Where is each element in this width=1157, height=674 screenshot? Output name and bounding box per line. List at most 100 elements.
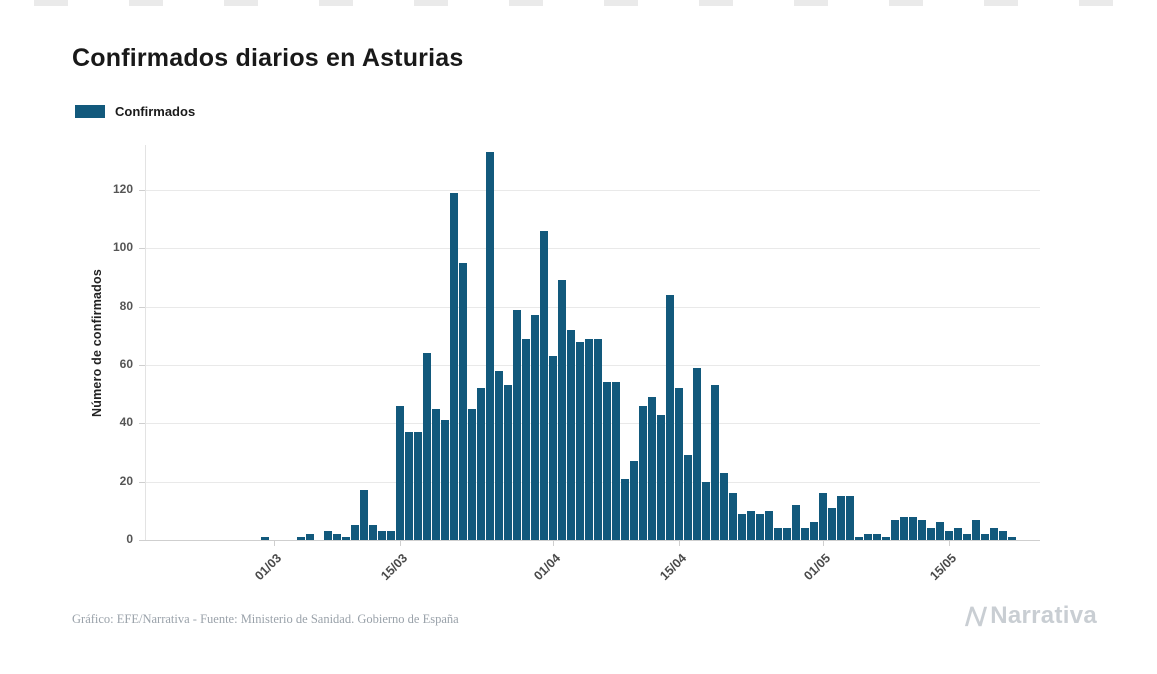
bar: [711, 385, 719, 540]
y-axis-tick: [139, 307, 145, 308]
x-axis-tick: [274, 541, 275, 546]
bar: [747, 511, 755, 540]
y-axis-tick: [139, 190, 145, 191]
y-axis-tick: [139, 423, 145, 424]
bar: [864, 534, 872, 540]
bar: [1008, 537, 1016, 540]
bar: [324, 531, 332, 540]
bar: [684, 455, 692, 540]
bar: [630, 461, 638, 540]
bar: [648, 397, 656, 540]
plot-area: 0 20 40 60 80 100 120 01/03 15/03 01/04 15/04 01/05…: [113, 145, 1040, 583]
y-axis-tick: [139, 248, 145, 249]
bar: [702, 482, 710, 540]
bar: [405, 432, 413, 540]
bar: [522, 339, 530, 540]
bar: [621, 479, 629, 540]
bar: [801, 528, 809, 540]
legend-label: Confirmados: [115, 104, 196, 119]
chart-legend: Confirmados: [75, 104, 195, 119]
bar: [513, 310, 521, 540]
bar: [639, 406, 647, 540]
bar: [423, 353, 431, 540]
bar: [981, 534, 989, 540]
y-tick-label: 80: [119, 299, 133, 313]
bar: [297, 537, 305, 540]
bar: [819, 493, 827, 540]
x-axis-tick: [400, 541, 401, 546]
x-axis-tick: [679, 541, 680, 546]
x-axis-tick: [823, 541, 824, 546]
bar: [990, 528, 998, 540]
bar: [783, 528, 791, 540]
bar: [261, 537, 269, 540]
bar: [567, 330, 575, 540]
y-axis-title-text: Número de confirmados: [90, 268, 104, 417]
bar: [945, 531, 953, 540]
bar: [738, 514, 746, 540]
bar: [972, 520, 980, 540]
bar: [459, 263, 467, 540]
bar: [954, 528, 962, 540]
bar: [891, 520, 899, 540]
chart-title: Confirmados diarios en Asturias: [72, 44, 464, 72]
y-tick-label: 20: [119, 474, 133, 488]
bar: [396, 406, 404, 540]
narrativa-logo-icon: [965, 606, 988, 627]
bar: [432, 409, 440, 540]
bar: [360, 490, 368, 540]
y-tick-label: 60: [119, 357, 133, 371]
bar: [657, 415, 665, 540]
bar: [306, 534, 314, 540]
bar: [855, 537, 863, 540]
bar: [810, 522, 818, 540]
x-axis-line: [145, 540, 1040, 541]
bar: [792, 505, 800, 540]
bar: [486, 152, 494, 540]
narrativa-logo-text: Narrativa: [990, 602, 1097, 629]
x-tick-label: 01/05: [800, 551, 833, 584]
bar: [594, 339, 602, 540]
x-tick-label: 01/04: [530, 551, 563, 584]
y-axis-tick: [139, 482, 145, 483]
x-tick-label: 15/05: [926, 551, 959, 584]
bar: [387, 531, 395, 540]
x-axis-tick: [949, 541, 950, 546]
grid-line: [145, 307, 1040, 308]
source-credit: Gráfico: EFE/Narrativa - Fuente: Ministe…: [72, 612, 459, 626]
bar: [729, 493, 737, 540]
bar: [828, 508, 836, 540]
bar: [927, 528, 935, 540]
bar: [909, 517, 917, 540]
y-tick-label: 0: [126, 532, 133, 546]
legend-swatch-confirmados: [75, 105, 105, 118]
bar: [450, 193, 458, 540]
bar: [765, 511, 773, 540]
bar: [441, 420, 449, 540]
bar: [468, 409, 476, 540]
top-edge-artifact: [34, 0, 1157, 6]
y-tick-label: 40: [119, 415, 133, 429]
y-axis-tick: [139, 540, 145, 541]
bar: [963, 534, 971, 540]
bar: [918, 520, 926, 540]
narrativa-logo: Narrativa: [964, 602, 1097, 630]
bar: [369, 525, 377, 540]
bar: [477, 388, 485, 540]
bar: [882, 537, 890, 540]
bar: [612, 382, 620, 540]
bar: [756, 514, 764, 540]
bar: [666, 295, 674, 540]
grid-line: [145, 248, 1040, 249]
bar: [351, 525, 359, 540]
bar: [378, 531, 386, 540]
x-tick-label: 01/03: [251, 551, 284, 584]
bar: [846, 496, 854, 540]
bar: [720, 473, 728, 540]
bar: [693, 368, 701, 540]
x-axis-tick: [553, 541, 554, 546]
bar: [603, 382, 611, 540]
bar: [774, 528, 782, 540]
y-tick-label: 120: [112, 182, 133, 196]
bar: [900, 517, 908, 540]
